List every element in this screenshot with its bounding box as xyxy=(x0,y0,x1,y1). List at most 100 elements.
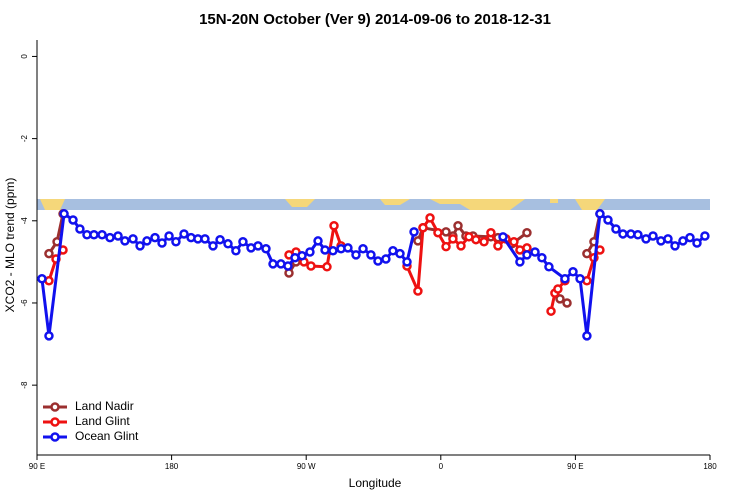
data-point xyxy=(305,247,315,257)
data-point xyxy=(113,231,123,241)
data-point xyxy=(633,230,643,240)
x-tick-label: 180 xyxy=(703,462,717,471)
data-point xyxy=(562,298,572,308)
data-point xyxy=(618,229,628,239)
data-point xyxy=(381,254,391,264)
data-point xyxy=(238,236,248,247)
data-point xyxy=(313,236,323,246)
data-point xyxy=(603,215,613,225)
data-point xyxy=(685,232,695,243)
data-point xyxy=(44,248,54,259)
data-point xyxy=(425,213,435,223)
data-point xyxy=(179,229,189,239)
data-point xyxy=(648,231,658,241)
data-point xyxy=(413,286,423,296)
data-point xyxy=(366,250,376,260)
data-point xyxy=(231,246,241,256)
data-point xyxy=(253,241,263,251)
data-point xyxy=(582,248,592,259)
data-point xyxy=(453,220,463,231)
y-tick-label: -4 xyxy=(20,217,29,225)
data-point xyxy=(509,236,519,247)
legend-marker xyxy=(50,432,60,442)
x-tick-label: 90 E xyxy=(567,462,583,471)
data-point xyxy=(544,262,554,272)
data-point xyxy=(105,232,115,243)
data-point xyxy=(150,232,160,243)
data-point xyxy=(297,250,307,261)
legend-label: Ocean Glint xyxy=(75,429,139,443)
chart-title: 15N-20N October (Ver 9) 2014-09-06 to 20… xyxy=(199,11,551,28)
legend-marker xyxy=(50,402,60,412)
data-point xyxy=(479,236,489,247)
x-tick-label: 90 W xyxy=(297,462,316,471)
x-tick-label: 180 xyxy=(165,462,179,471)
data-point xyxy=(692,238,702,248)
legend-label: Land Glint xyxy=(75,414,130,428)
data-point xyxy=(120,236,130,246)
data-point xyxy=(575,273,585,284)
x-axis-label: Longitude xyxy=(349,476,402,490)
data-point xyxy=(343,243,353,253)
data-point xyxy=(261,243,271,254)
data-point xyxy=(44,331,54,341)
data-point xyxy=(522,250,532,260)
data-point xyxy=(560,273,570,284)
data-point xyxy=(448,234,458,244)
data-point xyxy=(553,284,563,294)
data-point xyxy=(402,257,412,267)
data-point xyxy=(157,238,167,248)
data-point xyxy=(663,234,673,244)
data-point xyxy=(537,253,547,263)
data-point xyxy=(358,243,368,254)
y-tick-label: 0 xyxy=(20,54,29,59)
data-point xyxy=(433,227,443,238)
data-point xyxy=(700,231,710,241)
data-point xyxy=(611,224,621,234)
data-point xyxy=(75,224,85,234)
data-point xyxy=(582,331,592,341)
data-point xyxy=(409,227,419,237)
data-point xyxy=(471,234,481,245)
data-point xyxy=(456,241,466,251)
data-point xyxy=(171,236,181,247)
data-point xyxy=(89,230,99,240)
data-point xyxy=(68,215,78,225)
data-point xyxy=(441,241,451,252)
data-point xyxy=(59,209,69,219)
series-line xyxy=(40,210,706,337)
legend-label: Land Nadir xyxy=(75,399,134,413)
data-point xyxy=(223,239,233,249)
data-point xyxy=(418,223,428,233)
data-point xyxy=(678,236,688,246)
data-point xyxy=(555,294,565,304)
data-point xyxy=(208,241,218,251)
data-point xyxy=(283,261,293,271)
data-point xyxy=(546,306,556,316)
data-point xyxy=(128,234,138,244)
y-tick-label: -8 xyxy=(20,381,29,389)
data-point xyxy=(498,232,508,242)
data-point xyxy=(493,241,503,251)
data-point xyxy=(37,273,47,284)
data-point xyxy=(515,257,525,267)
data-point xyxy=(670,241,680,251)
data-point xyxy=(164,231,174,241)
data-point xyxy=(142,236,152,246)
y-axis-label: XCO2 - MLO trend (ppm) xyxy=(3,178,17,313)
data-point xyxy=(322,262,332,272)
data-point xyxy=(351,250,361,260)
data-point xyxy=(373,256,383,266)
data-point xyxy=(328,246,338,256)
data-point xyxy=(595,209,605,219)
legend-marker xyxy=(50,417,60,427)
data-point xyxy=(522,227,532,238)
data-point xyxy=(320,245,330,255)
map-strip xyxy=(37,199,710,210)
data-point xyxy=(306,261,316,271)
y-tick-label: -6 xyxy=(20,299,29,307)
data-point xyxy=(268,259,278,269)
data-point xyxy=(568,266,578,277)
y-tick-label: -2 xyxy=(20,135,29,143)
